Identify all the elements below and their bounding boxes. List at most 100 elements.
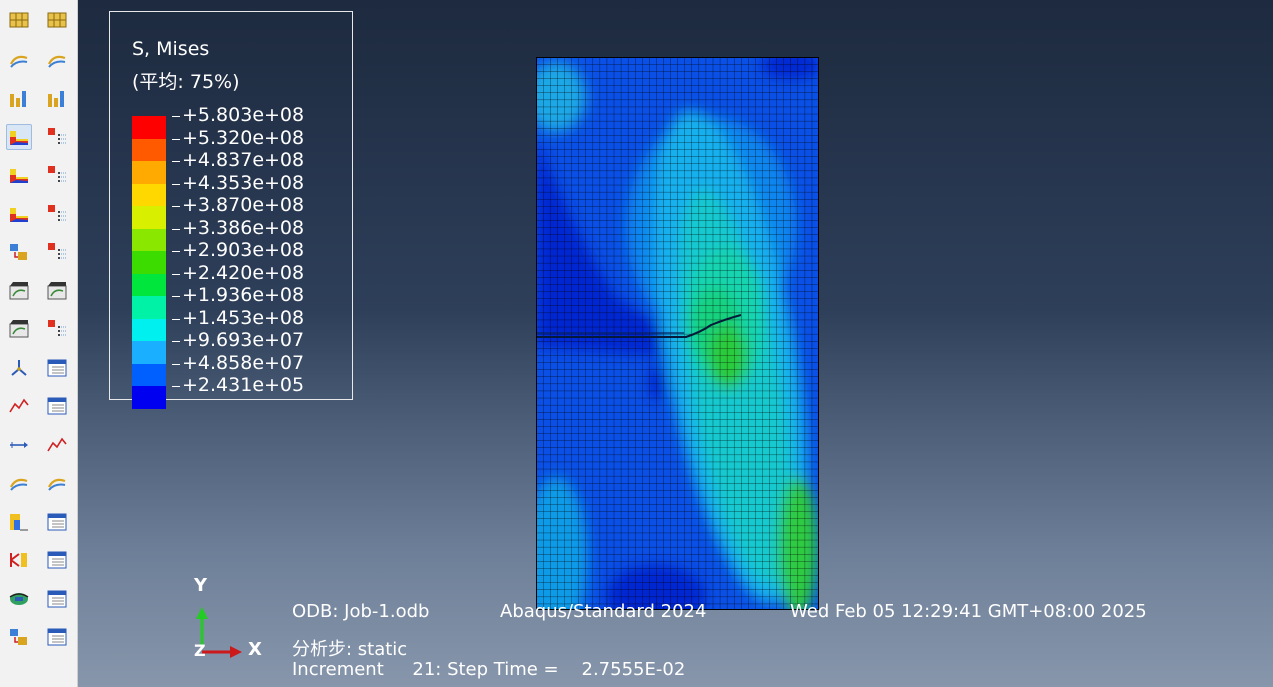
toolbox-row xyxy=(6,624,72,650)
legend-swatch xyxy=(132,273,166,296)
toolbox-row xyxy=(6,316,72,342)
legend-swatch xyxy=(132,138,166,161)
toolbox-row xyxy=(6,432,72,458)
toolbox-row xyxy=(6,470,72,496)
free-body-table-icon[interactable] xyxy=(44,547,70,573)
legend-entry: +5.803e+08 xyxy=(182,104,305,126)
deformed-options-icon[interactable] xyxy=(44,162,70,188)
legend-title: S, Mises xyxy=(132,38,210,60)
toolbox-row xyxy=(6,393,72,419)
numbered-grid-icon[interactable] xyxy=(6,8,32,34)
arrow-strip-icon[interactable] xyxy=(6,47,32,73)
transform-table-icon[interactable] xyxy=(44,624,70,650)
legend-swatch xyxy=(132,296,166,319)
superimpose-icon[interactable] xyxy=(6,239,32,265)
legend-entry: +1.936e+08 xyxy=(182,284,305,306)
legend-entry: +2.431e+05 xyxy=(182,374,305,396)
deformed-bars-alt-icon[interactable] xyxy=(44,85,70,111)
contour-deformed-icon[interactable] xyxy=(6,162,32,188)
toolbox-row xyxy=(6,123,72,150)
legend-swatch xyxy=(132,363,166,386)
stream-alt-icon[interactable] xyxy=(44,470,70,496)
xy-data-icon[interactable] xyxy=(6,393,32,419)
superimpose-options-icon[interactable] xyxy=(44,239,70,265)
legend-tick xyxy=(172,341,180,342)
contour-undeformed-icon[interactable] xyxy=(6,201,32,227)
legend-swatch xyxy=(132,386,166,409)
legend-tick xyxy=(172,206,180,207)
transform-icon[interactable] xyxy=(6,624,32,650)
triad-icon[interactable] xyxy=(6,355,32,381)
toolbox-row xyxy=(6,509,72,535)
deformed-bars-icon[interactable] xyxy=(6,85,32,111)
legend-tick xyxy=(172,386,180,387)
legend-tick xyxy=(172,363,180,365)
free-body-icon[interactable] xyxy=(6,547,32,573)
odb-filename: ODB: Job-1.odb xyxy=(292,601,430,622)
legend-swatch xyxy=(132,116,166,139)
legend-entry: +3.870e+08 xyxy=(182,194,305,216)
legend-swatch xyxy=(132,318,166,341)
legend-swatch xyxy=(132,206,166,229)
contour-legend: S, Mises (平均: 75%) +5.803e+08 +5.320e+08 +… xyxy=(109,11,353,409)
increment-info: Increment 21: Step Time = 2.7555E-02 xyxy=(292,659,686,680)
triad-y-label: Y xyxy=(194,575,208,596)
animation-options-icon[interactable] xyxy=(44,316,70,342)
legend-entry: +3.386e+08 xyxy=(182,216,305,239)
display-table-icon[interactable] xyxy=(44,509,70,535)
animate-time-icon[interactable] xyxy=(44,278,70,304)
legend-tick xyxy=(172,138,180,140)
legend-averaging: (平均: 75%) xyxy=(132,71,240,93)
timestamp: Wed Feb 05 12:29:41 GMT+08:00 2025 xyxy=(790,601,1147,622)
mesh-contour-plot[interactable] xyxy=(536,57,819,610)
path-icon[interactable] xyxy=(6,432,32,458)
layer-stack-icon[interactable] xyxy=(44,47,70,73)
animate-scale-icon[interactable] xyxy=(6,278,32,304)
view-table-icon[interactable] xyxy=(44,355,70,381)
legend-swatch xyxy=(132,228,166,251)
triad-axes xyxy=(196,607,242,658)
toolbox-row xyxy=(6,547,72,573)
legend-entry: +4.858e+07 xyxy=(182,351,305,374)
undeformed-options-icon[interactable] xyxy=(44,201,70,227)
legend-entry: +9.693e+07 xyxy=(182,329,305,351)
legend-entry: +2.903e+08 xyxy=(182,239,305,261)
stream-icon[interactable] xyxy=(6,470,32,496)
legend-tick xyxy=(172,296,180,297)
numbered-grid-alt-icon[interactable] xyxy=(44,8,70,34)
legend-entry: +5.320e+08 xyxy=(182,126,305,149)
toolbox-row xyxy=(6,586,72,612)
legend-entry: +1.453e+08 xyxy=(182,306,305,329)
legend-entry: +4.837e+08 xyxy=(182,149,305,171)
toolbox-row xyxy=(6,201,72,227)
display-group-icon[interactable] xyxy=(6,509,32,535)
triad-z-label: Z xyxy=(194,641,206,660)
toolbox-row xyxy=(6,8,72,34)
cut-table-icon[interactable] xyxy=(44,586,70,612)
xy-plot-icon[interactable] xyxy=(44,432,70,458)
step-name: 分析步: static xyxy=(292,639,408,660)
legend-swatch xyxy=(132,251,166,274)
legend-entry: +2.420e+08 xyxy=(182,261,305,284)
toolbox-row xyxy=(6,162,72,188)
mesh-border xyxy=(536,57,819,610)
toolbox-row xyxy=(6,47,72,73)
solver-version: Abaqus/Standard 2024 xyxy=(500,601,707,622)
legend-tick xyxy=(172,228,180,230)
animate-history-icon[interactable] xyxy=(6,316,32,342)
legend-tick xyxy=(172,318,180,320)
contour-plot-icon[interactable] xyxy=(6,123,32,150)
legend-entry: +4.353e+08 xyxy=(182,171,305,194)
viewport[interactable]: S, Mises (平均: 75%) +5.803e+08 +5.320e+08 +… xyxy=(78,0,1273,687)
legend-tick xyxy=(172,183,180,185)
xy-table-icon[interactable] xyxy=(44,393,70,419)
contour-options-icon[interactable] xyxy=(44,124,70,150)
legend-tick xyxy=(172,116,180,117)
toolbox-row xyxy=(6,239,72,265)
legend-tick xyxy=(172,161,180,162)
toolbox-row xyxy=(6,85,72,111)
toolbox-row xyxy=(6,278,72,304)
cut-view-icon[interactable] xyxy=(6,586,32,612)
toolbox-row xyxy=(6,355,72,381)
legend-tick xyxy=(172,273,180,275)
